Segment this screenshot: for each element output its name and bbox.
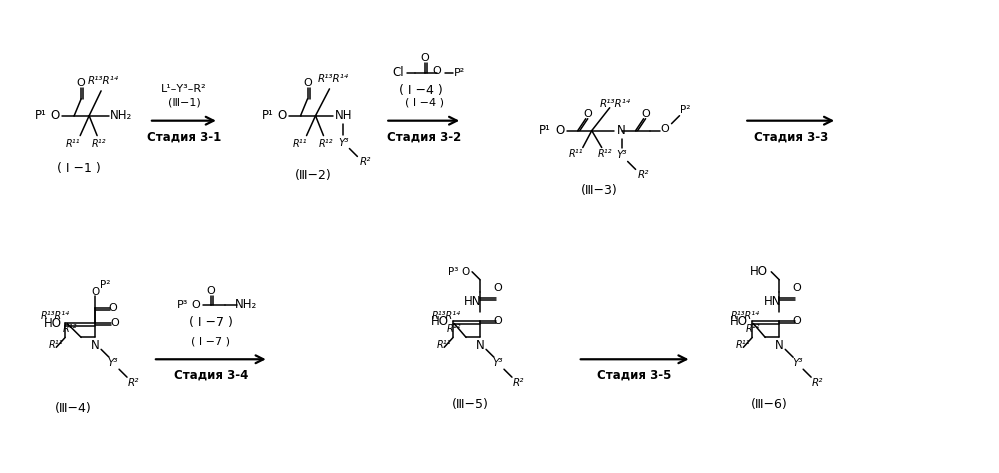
Text: Y³: Y³ — [108, 358, 118, 368]
Text: O: O — [207, 286, 215, 296]
Text: HN: HN — [763, 295, 781, 308]
Text: ( I −1 ): ( I −1 ) — [57, 162, 101, 175]
Text: O: O — [91, 287, 99, 297]
Text: N: N — [476, 339, 485, 352]
Text: R¹¹: R¹¹ — [568, 149, 583, 159]
Text: R¹¹: R¹¹ — [49, 341, 64, 350]
Text: R²: R² — [512, 378, 523, 388]
Text: P²: P² — [680, 105, 690, 115]
Text: O: O — [303, 78, 312, 88]
Text: R²: R² — [360, 158, 371, 167]
Text: R¹³R¹⁴: R¹³R¹⁴ — [318, 74, 349, 84]
Text: O: O — [277, 109, 287, 122]
Text: O: O — [433, 66, 442, 76]
Text: P²: P² — [100, 280, 110, 290]
Text: O: O — [51, 109, 60, 122]
Text: (Ⅲ−6): (Ⅲ−6) — [751, 397, 787, 411]
Text: R¹²: R¹² — [447, 324, 462, 334]
Text: Y³: Y³ — [493, 358, 503, 368]
Text: P²: P² — [454, 68, 465, 78]
Text: O: O — [641, 109, 650, 119]
Text: R²: R² — [811, 378, 823, 388]
Text: R²: R² — [638, 170, 649, 180]
Text: R¹¹: R¹¹ — [66, 139, 81, 149]
Text: R¹²: R¹² — [63, 324, 78, 334]
Text: O: O — [793, 316, 801, 326]
Text: Стадия 3-3: Стадия 3-3 — [754, 130, 828, 143]
Text: HO: HO — [432, 315, 450, 328]
Text: Y³: Y³ — [339, 138, 349, 148]
Text: ( I −4 ): ( I −4 ) — [405, 98, 444, 108]
Text: O: O — [109, 303, 118, 313]
Text: Стадия 3-1: Стадия 3-1 — [147, 130, 221, 143]
Text: (Ⅲ−2): (Ⅲ−2) — [295, 169, 332, 182]
Text: R¹³R¹⁴: R¹³R¹⁴ — [41, 311, 70, 321]
Text: O: O — [111, 318, 120, 328]
Text: NH₂: NH₂ — [235, 298, 257, 311]
Text: R¹²: R¹² — [597, 149, 612, 159]
Text: Стадия 3-4: Стадия 3-4 — [174, 368, 248, 382]
Text: ( I −7 ): ( I −7 ) — [191, 336, 231, 346]
Text: O: O — [660, 123, 669, 134]
Text: O: O — [793, 283, 801, 293]
Text: R¹³R¹⁴: R¹³R¹⁴ — [432, 311, 461, 321]
Text: P³: P³ — [177, 299, 189, 310]
Text: R¹²: R¹² — [319, 139, 333, 149]
Text: O: O — [192, 299, 200, 310]
Text: R¹²: R¹² — [746, 324, 760, 334]
Text: R¹³R¹⁴: R¹³R¹⁴ — [88, 76, 119, 86]
Text: O: O — [494, 316, 502, 326]
Text: HO: HO — [44, 317, 62, 330]
Text: R¹¹: R¹¹ — [736, 341, 750, 350]
Text: R²: R² — [127, 378, 139, 388]
Text: P¹: P¹ — [262, 109, 274, 122]
Text: R¹¹: R¹¹ — [437, 341, 452, 350]
Text: Y³: Y³ — [616, 150, 627, 160]
Text: ( I −7 ): ( I −7 ) — [189, 316, 233, 329]
Text: O: O — [77, 78, 86, 88]
Text: N: N — [617, 124, 626, 137]
Text: O: O — [555, 124, 564, 137]
Text: R¹¹: R¹¹ — [293, 139, 307, 149]
Text: (Ⅲ−1): (Ⅲ−1) — [168, 98, 200, 108]
Text: P¹: P¹ — [35, 109, 47, 122]
Text: O: O — [494, 283, 502, 293]
Text: (Ⅲ−3): (Ⅲ−3) — [581, 184, 618, 197]
Text: R¹³R¹⁴: R¹³R¹⁴ — [731, 311, 760, 321]
Text: HO: HO — [750, 265, 768, 278]
Text: NH₂: NH₂ — [110, 109, 132, 122]
Text: (Ⅲ−5): (Ⅲ−5) — [452, 397, 489, 411]
Text: (Ⅲ−4): (Ⅲ−4) — [55, 403, 92, 415]
Text: Стадия 3-5: Стадия 3-5 — [597, 368, 671, 382]
Text: P¹: P¹ — [538, 124, 550, 137]
Text: NH: NH — [335, 109, 353, 122]
Text: ( I −4 ): ( I −4 ) — [400, 84, 444, 97]
Text: O: O — [583, 109, 592, 119]
Text: HO: HO — [730, 315, 748, 328]
Text: P³: P³ — [448, 267, 459, 277]
Text: N: N — [775, 339, 783, 352]
Text: L¹–Y³–R²: L¹–Y³–R² — [161, 84, 207, 94]
Text: O: O — [461, 267, 470, 277]
Text: Y³: Y³ — [792, 358, 802, 368]
Text: R¹³R¹⁴: R¹³R¹⁴ — [600, 99, 631, 109]
Text: O: O — [421, 53, 430, 63]
Text: HN: HN — [465, 295, 482, 308]
Text: N: N — [91, 339, 100, 352]
Text: Cl: Cl — [393, 67, 404, 79]
Text: R¹²: R¹² — [92, 139, 106, 149]
Text: Стадия 3-2: Стадия 3-2 — [387, 130, 462, 143]
